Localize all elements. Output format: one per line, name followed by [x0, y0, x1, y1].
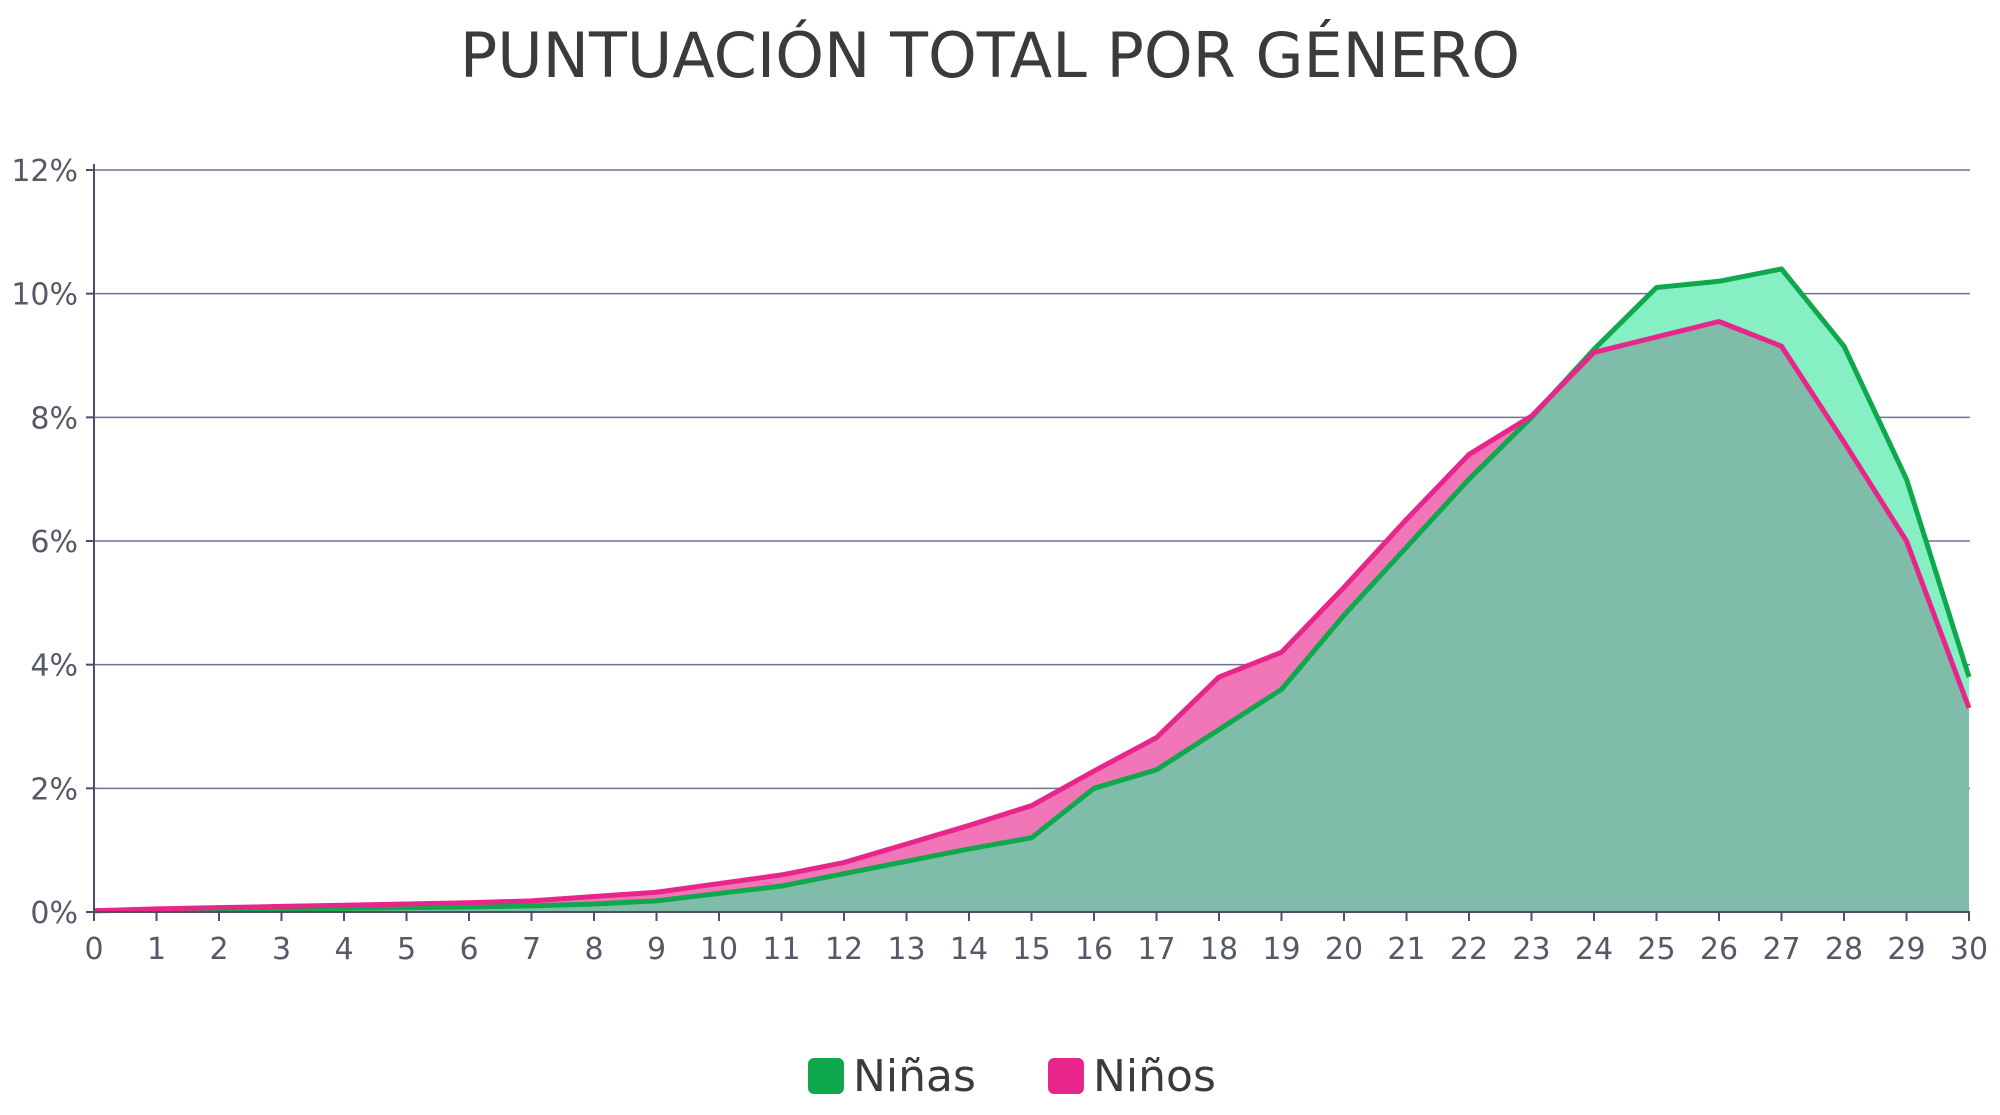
y-tick-label: 2%: [30, 772, 78, 807]
x-tick-label: 21: [1387, 932, 1425, 967]
x-tick-label: 24: [1575, 932, 1613, 967]
x-tick-label: 9: [647, 932, 666, 967]
x-tick-label: 23: [1512, 932, 1550, 967]
area-overlap: [94, 321, 1969, 912]
x-tick-label: 4: [334, 932, 353, 967]
x-tick-label: 19: [1262, 932, 1300, 967]
x-tick-label: 8: [584, 932, 603, 967]
x-tick-label: 20: [1325, 932, 1363, 967]
y-tick-label: 6%: [30, 525, 78, 560]
x-tick-label: 6: [459, 932, 478, 967]
x-tick-label: 3: [272, 932, 291, 967]
legend-item-ninas-swatch: [808, 1058, 844, 1094]
axes: [93, 164, 1970, 913]
legend-item-ninos-swatch: [1048, 1058, 1084, 1094]
x-tick-label: 12: [825, 932, 863, 967]
legend-item-ninas-label: Niñas: [853, 1051, 976, 1102]
x-tick-label: 5: [397, 932, 416, 967]
x-tick-label: 7: [522, 932, 541, 967]
x-tick-label: 26: [1700, 932, 1738, 967]
y-tick-label: 0%: [30, 896, 78, 931]
x-tick-label: 0: [84, 932, 103, 967]
x-tick-label: 27: [1762, 932, 1800, 967]
x-tick-label: 16: [1075, 932, 1113, 967]
x-tick-label: 14: [950, 932, 988, 967]
x-tick-label: 25: [1637, 932, 1675, 967]
x-tick-label: 17: [1137, 932, 1175, 967]
y-tick-label: 12%: [11, 154, 78, 189]
x-tick-label: 1: [147, 932, 166, 967]
legend: Niñas Niños: [808, 1051, 1216, 1102]
legend-item-ninos-label: Niños: [1093, 1051, 1216, 1102]
x-tick-label: 2: [209, 932, 228, 967]
y-tick-label: 8%: [30, 401, 78, 436]
y-tick-label: 10%: [11, 278, 78, 313]
x-tick-label: 30: [1950, 932, 1988, 967]
x-tick-label: 15: [1012, 932, 1050, 967]
y-tick-label: 4%: [30, 649, 78, 684]
x-tick-labels: 0 1 2 3 4 5 6 7 8 9 10 11 12 13 14 15 16 17 18 19 20 21 22 23 24…: [84, 932, 1988, 967]
x-tick-label: 18: [1200, 932, 1238, 967]
x-tick-label: 10: [700, 932, 738, 967]
x-tick-label: 29: [1887, 932, 1925, 967]
x-tick-label: 28: [1825, 932, 1863, 967]
series-lines: [93, 266, 1972, 914]
series-areas: [94, 268, 1969, 912]
x-tick-label: 22: [1450, 932, 1488, 967]
line-ninas: [93, 266, 1972, 914]
x-tick-label: 11: [762, 932, 800, 967]
x-tick-label: 13: [887, 932, 925, 967]
line-ninos: [93, 318, 1972, 914]
chart-title: PUNTUACIÓN TOTAL POR GÉNERO: [460, 19, 1520, 92]
y-tick-labels: 0% 2% 4% 6% 8% 10% 12%: [11, 154, 78, 931]
